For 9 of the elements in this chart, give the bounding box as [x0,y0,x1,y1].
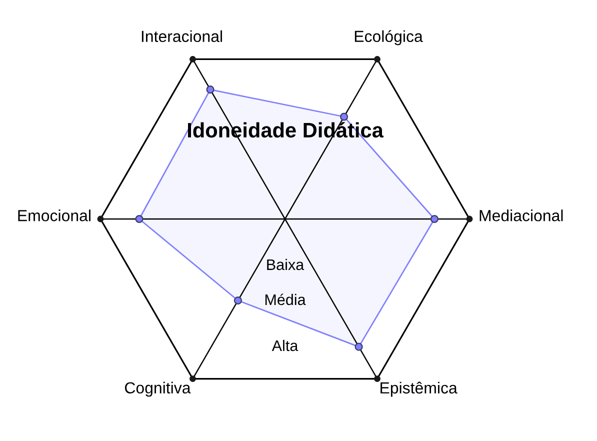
text: Média [265,294,306,306]
spoke-label: Epistêmica [380,382,458,397]
spoke-label: Emocional [18,210,90,222]
spoke-label: Cognitiva [124,382,191,397]
spoke-label: Mediacional [480,210,563,222]
spoke-label: Interacional [142,30,222,42]
spoke-label: Ecológica [354,30,423,46]
text: Baixa [267,258,304,270]
text: Alta [272,340,298,352]
